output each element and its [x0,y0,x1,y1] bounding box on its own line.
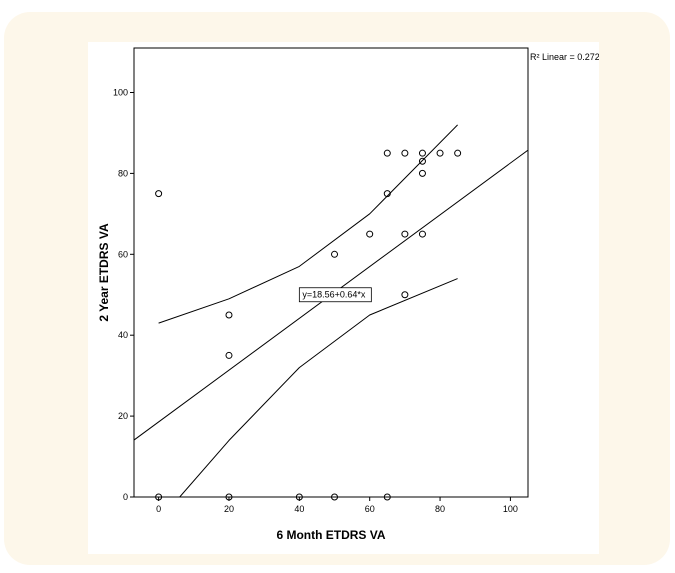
data-point [436,149,444,157]
y-axis-title: 2 Year ETDRS VA [97,223,111,322]
data-point [418,169,426,177]
data-point [418,157,426,165]
data-point [155,493,163,501]
x-axis-title: 6 Month ETDRS VA [276,528,385,542]
x-tick-label: 80 [435,504,445,514]
data-point [401,149,409,157]
equation-label: y=18.56+0.64*x [302,290,366,300]
x-tick-label: 40 [294,504,304,514]
upper-confidence-curve [158,124,458,324]
figure-frame: 0 20 40 60 80 100 0 20 40 60 80 100 6 Month ETDRS VA… [4,12,670,565]
data-point [401,230,409,238]
plot-frame [133,47,529,498]
data-point [418,230,426,238]
y-tick-label: 20 [118,411,128,421]
data-point [225,493,233,501]
y-tick-label: 80 [118,168,128,178]
data-point [155,190,163,198]
y-tick-label: 0 [123,492,128,502]
x-tick-label: 100 [503,504,518,514]
data-point [225,351,233,359]
x-tick-label: 20 [224,504,234,514]
scatter-chart: 0 20 40 60 80 100 0 20 40 60 80 100 6 Month ETDRS VA… [97,47,599,542]
r-squared-label: R² Linear = 0.272 [530,52,599,62]
data-point [454,149,462,157]
data-point [383,190,391,198]
y-tick-label: 100 [113,87,128,97]
x-tick-label: 60 [365,504,375,514]
plot-card: 0 20 40 60 80 100 0 20 40 60 80 100 6 Month ETDRS VA… [88,42,599,554]
data-point [225,311,233,319]
data-point [295,493,303,501]
data-point [331,250,339,258]
lower-confidence-curve [179,278,458,497]
data-point [383,493,391,501]
y-tick-label: 40 [118,330,128,340]
data-point [401,291,409,299]
data-point [383,149,391,157]
equation-box [298,287,372,303]
data-point [366,230,374,238]
x-tick-label: 0 [156,504,161,514]
data-point [418,149,426,157]
y-tick-label: 60 [118,249,128,259]
data-point [331,493,339,501]
